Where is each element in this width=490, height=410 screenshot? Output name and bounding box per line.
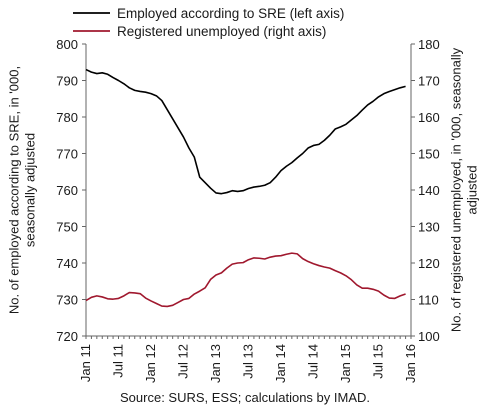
- right-tick-label: 180: [418, 37, 440, 52]
- left-tick-label: 750: [56, 220, 78, 235]
- left-axis-title-line1: No. of employed according to SRE, in '00…: [7, 66, 38, 314]
- left-tick-label: 740: [56, 256, 78, 271]
- series-line-unemployed: [85, 252, 406, 308]
- x-tick-label: Jul 15: [371, 344, 386, 379]
- left-tick-label: 760: [56, 183, 78, 198]
- left-tick-label: 780: [56, 110, 78, 125]
- left-tick-label: 730: [56, 293, 78, 308]
- plot-area: 720 730 740 750 760 770 780 790 800 100 110 120 130…: [56, 37, 439, 383]
- x-tick-label: Jan 16: [403, 344, 418, 383]
- right-tick-label: 130: [418, 220, 440, 235]
- right-tick-label: 120: [418, 256, 440, 271]
- left-axis-ticks: 720 730 740 750 760 770 780 790 800: [56, 37, 86, 344]
- x-tick-label: Jul 12: [176, 344, 191, 379]
- legend-label-employed: Employed according to SRE (left axis): [117, 6, 344, 21]
- left-tick-label: 800: [56, 37, 78, 52]
- left-tick-label: 770: [56, 147, 78, 162]
- x-axis-ticks: Jan 11 Jul 11 Jan 12 Jul 12 Jan 13 Jul 13 Jan …: [78, 336, 418, 383]
- x-tick-label: Jan 11: [78, 344, 93, 382]
- right-axis-ticks: 100 110 120 130 140 150 160 170 180: [411, 37, 440, 344]
- right-axis-title: No. of registered unemployed, in '000, s…: [449, 47, 480, 332]
- x-tick-label: Jul 14: [306, 344, 321, 379]
- x-tick-label: Jan 14: [273, 344, 288, 383]
- left-tick-label: 720: [56, 329, 78, 344]
- x-tick-label: Jul 11: [111, 344, 126, 378]
- right-tick-label: 140: [418, 183, 440, 198]
- x-tick-label: Jan 15: [338, 344, 353, 383]
- legend-label-unemployed: Registered unemployed (right axis): [117, 24, 326, 39]
- x-tick-label: Jan 12: [143, 344, 158, 383]
- legend: Employed according to SRE (left axis) Re…: [73, 6, 344, 39]
- x-tick-label: Jan 13: [208, 344, 223, 383]
- right-tick-label: 100: [418, 329, 440, 344]
- series-line-employed: [85, 68, 406, 195]
- right-tick-label: 160: [418, 110, 440, 125]
- right-tick-label: 150: [418, 147, 440, 162]
- source-note: Source: SURS, ESS; calculations by IMAD.: [120, 390, 370, 405]
- right-tick-label: 110: [418, 293, 439, 308]
- x-tick-label: Jul 13: [241, 344, 256, 379]
- right-tick-label: 170: [418, 74, 440, 89]
- left-tick-label: 790: [56, 74, 78, 89]
